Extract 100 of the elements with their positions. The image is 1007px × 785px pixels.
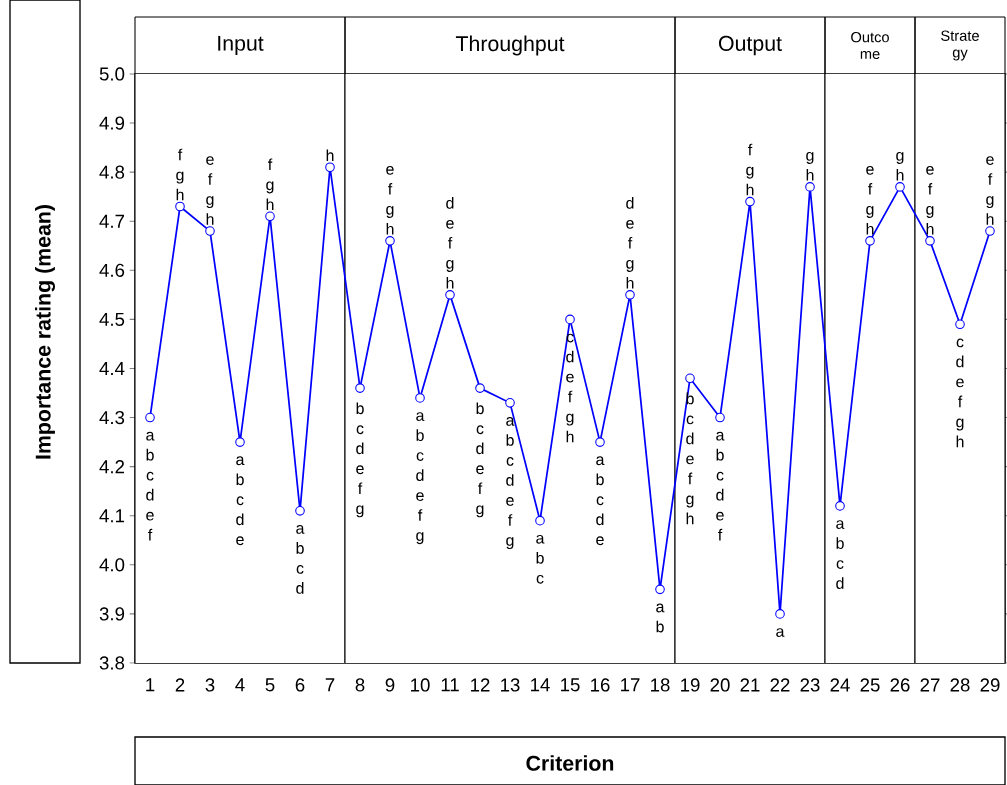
- x-tick-label: 15: [561, 678, 580, 692]
- band-label: Input: [218, 35, 264, 56]
- y-tick-label: 4.8: [99, 165, 125, 179]
- y-tick-label: 4.6: [99, 263, 125, 277]
- point: [655, 584, 665, 595]
- annotation: a b c d e f g: [416, 412, 425, 545]
- annotation: a b c d e: [596, 456, 605, 546]
- x-tick-label: 3: [205, 678, 215, 692]
- x-tick-label: 28: [950, 678, 970, 692]
- annotation: a b c d: [296, 525, 305, 594]
- annotation: e f g h: [926, 165, 934, 235]
- x-tick-label: 11: [441, 678, 459, 692]
- band-label: Throughput: [455, 35, 565, 56]
- x-tick-label: 8: [355, 678, 365, 692]
- point: [205, 226, 215, 236]
- x-tick-label: 14: [531, 678, 550, 692]
- y-tick-label: 4.7: [99, 214, 125, 228]
- x-tick-label: 12: [471, 678, 490, 692]
- annotation: e f g h: [986, 156, 994, 225]
- point: [925, 236, 935, 246]
- point: [445, 290, 455, 300]
- annotation: h: [326, 149, 334, 161]
- band-label: Strate gy: [941, 30, 979, 61]
- annotation: a b c d e: [236, 456, 245, 546]
- point: [235, 437, 245, 447]
- y-tick-label: 5.0: [99, 67, 125, 81]
- point: [775, 609, 785, 619]
- annotation: d e f g h: [626, 197, 634, 289]
- point: [985, 226, 995, 236]
- annotation: d e f g h: [446, 197, 454, 289]
- x-tick-label: 5: [265, 678, 275, 692]
- x-tick-label: 26: [890, 678, 910, 692]
- point: [535, 515, 545, 526]
- point: [325, 162, 335, 173]
- point: [415, 393, 425, 403]
- x-axis-title: Criterion: [526, 755, 614, 771]
- x-tick-label: 27: [920, 678, 940, 692]
- point: [595, 437, 605, 447]
- point: [505, 398, 515, 408]
- x-tick-label: 7: [325, 678, 335, 692]
- y-tick-label: 4.1: [99, 509, 125, 523]
- x-tick-label: 23: [800, 678, 820, 692]
- x-tick-label: 4: [235, 678, 245, 692]
- x-tick-label: 19: [681, 678, 700, 692]
- annotation: a b c d e f: [716, 431, 725, 541]
- y-tick-label: 4.4: [99, 362, 125, 375]
- x-tick-label: 6: [295, 678, 305, 692]
- point: [145, 412, 155, 423]
- x-tick-label: 29: [980, 678, 1000, 692]
- point: [805, 182, 815, 192]
- point: [745, 196, 755, 207]
- point: [355, 383, 365, 393]
- x-tick-label: 18: [651, 678, 670, 692]
- band-label: Output: [718, 35, 782, 56]
- point: [175, 201, 185, 212]
- annotation: f g h: [176, 148, 184, 201]
- annotation: b c d e f g: [476, 402, 484, 518]
- annotation: g h: [806, 152, 814, 181]
- annotation: e f g h: [206, 156, 214, 225]
- x-tick-label: 2: [175, 678, 185, 692]
- point: [565, 314, 575, 325]
- y-tick-label: 4.5: [99, 312, 125, 326]
- annotation: a b: [656, 603, 665, 633]
- x-tick-label: 16: [591, 678, 610, 692]
- point: [715, 412, 725, 423]
- y-tick-label: 4.9: [99, 116, 125, 130]
- annotation: b c d e f g: [356, 402, 364, 518]
- x-tick-label: 21: [740, 678, 760, 692]
- annotation: a b c d e f: [146, 431, 155, 541]
- x-tick-label: 1: [146, 678, 155, 692]
- y-tick-label: 4.3: [99, 410, 125, 425]
- x-tick-label: 9: [385, 678, 395, 692]
- point: [685, 373, 695, 384]
- band-label: Outco me: [851, 31, 889, 60]
- annotation: c d e f g h: [956, 338, 964, 448]
- annotation: f g h: [266, 158, 274, 211]
- annotation: a b c: [536, 534, 545, 584]
- x-tick-label: 13: [501, 678, 520, 692]
- point: [265, 211, 275, 222]
- y-tick-label: 3.9: [99, 607, 125, 621]
- annotation: e f g h: [866, 165, 874, 235]
- annotation: f g h: [746, 143, 754, 196]
- annotation: e f g h: [386, 165, 394, 235]
- point: [865, 236, 875, 246]
- x-tick-label: 22: [770, 678, 790, 692]
- x-tick-label: 17: [621, 678, 640, 692]
- x-tick-label: 10: [411, 678, 430, 692]
- point: [295, 506, 305, 516]
- point: [625, 290, 635, 300]
- x-tick-label: 24: [830, 678, 850, 692]
- annotation: a b c d: [836, 520, 845, 589]
- annotation: g h: [896, 152, 904, 181]
- point: [835, 501, 845, 511]
- y-axis-title: Importance rating (mean): [35, 205, 55, 459]
- point: [475, 383, 485, 393]
- y-tick-label: 4.0: [99, 558, 125, 572]
- y-tick-label: 3.8: [99, 656, 125, 670]
- point: [955, 319, 965, 330]
- x-tick-label: 20: [710, 678, 730, 692]
- point: [385, 236, 395, 246]
